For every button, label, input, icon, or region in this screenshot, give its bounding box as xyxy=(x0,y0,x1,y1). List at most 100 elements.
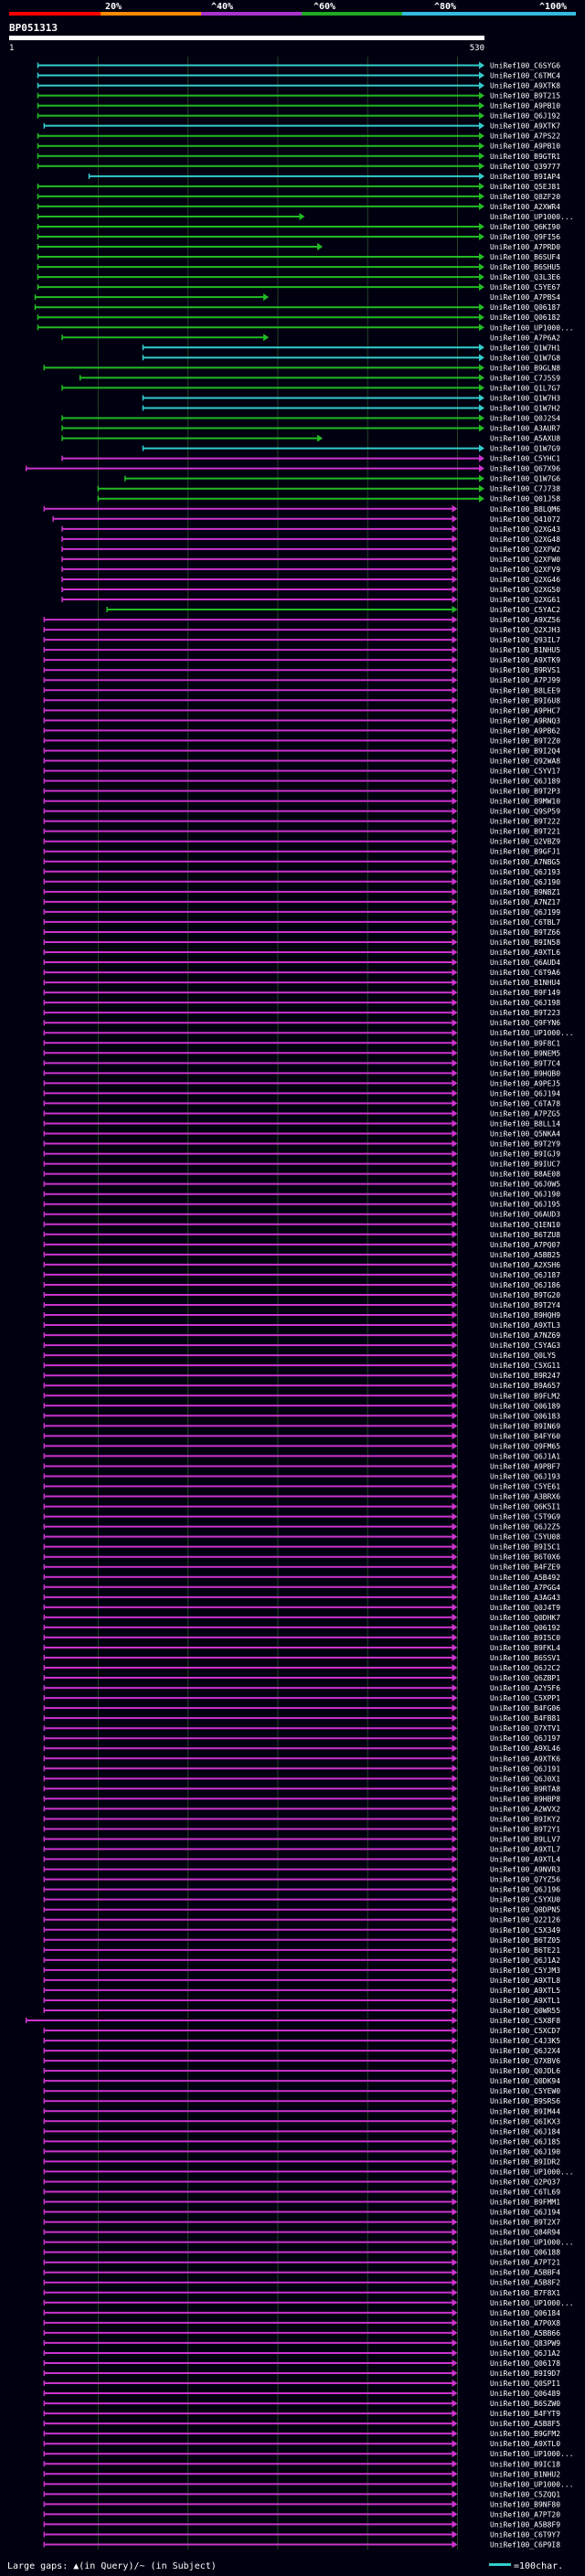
hit-label[interactable]: UniRef100_A9XTL3 xyxy=(490,1321,560,1330)
hit-label[interactable]: UniRef100_Q39777 xyxy=(490,163,560,171)
hit-row[interactable]: UniRef100_Q83PW9 xyxy=(43,2338,560,2348)
hit-row[interactable]: UniRef100_A7PBS4 xyxy=(34,293,561,302)
hit-label[interactable]: UniRef100_Q06183 xyxy=(490,1412,560,1420)
hit-label[interactable]: UniRef100_B6SUF4 xyxy=(490,253,560,261)
hit-row[interactable]: UniRef100_C5YE61 xyxy=(43,1482,560,1491)
hit-row[interactable]: UniRef100_Q6J186 xyxy=(43,1280,560,1289)
hit-row[interactable]: UniRef100_B9NBZ1 xyxy=(43,887,560,896)
hit-row[interactable]: UniRef100_B9FKL4 xyxy=(43,1643,560,1652)
hit-row[interactable]: UniRef100_C5XPP1 xyxy=(43,1694,560,1702)
hit-row[interactable]: UniRef100_Q6J185 xyxy=(43,2137,560,2146)
hit-label[interactable]: UniRef100_A7PBS4 xyxy=(490,293,560,302)
hit-row[interactable]: UniRef100_C4J3K5 xyxy=(43,2037,560,2045)
hit-label[interactable]: UniRef100_C5YE67 xyxy=(490,283,560,292)
hit-label[interactable]: UniRef100_Q6J193 xyxy=(490,868,560,876)
hit-row[interactable]: UniRef100_A9PB62 xyxy=(43,726,560,735)
hit-label[interactable]: UniRef100_A7NBG5 xyxy=(490,858,560,866)
hit-row[interactable]: UniRef100_C6TL69 xyxy=(43,2188,560,2196)
hit-row[interactable]: UniRef100_Q2VBZ9 xyxy=(43,837,560,846)
hit-row[interactable]: UniRef100_B9I6U8 xyxy=(43,696,560,705)
hit-row[interactable]: UniRef100_A5B8F9 xyxy=(43,2520,560,2528)
hit-row[interactable]: UniRef100_B9IDR2 xyxy=(43,2157,560,2166)
hit-row[interactable]: UniRef100_A5BB25 xyxy=(43,1250,560,1259)
hit-label[interactable]: UniRef100_Q41072 xyxy=(490,515,560,524)
hit-row[interactable]: UniRef100_Q67X96 xyxy=(25,464,561,473)
hit-row[interactable]: UniRef100_B9T7C4 xyxy=(43,1059,560,1067)
hit-label[interactable]: UniRef100_A9XTL5 xyxy=(490,1987,560,1995)
hit-label[interactable]: UniRef100_Q9FI56 xyxy=(490,233,560,241)
hit-row[interactable]: UniRef100_A9PB10 xyxy=(37,101,560,111)
hit-label[interactable]: UniRef100_C7J738 xyxy=(490,485,560,493)
hit-label[interactable]: UniRef100_Q2XFV9 xyxy=(490,566,560,574)
hit-label[interactable]: UniRef100_B9GFJ1 xyxy=(490,848,560,856)
hit-label[interactable]: UniRef100_A9XTL7 xyxy=(490,1846,560,1854)
hit-row[interactable]: UniRef100_UP1000... xyxy=(37,323,574,332)
hit-row[interactable]: UniRef100_B9R247 xyxy=(43,1372,560,1380)
hit-row[interactable]: UniRef100_B9T222 xyxy=(43,817,560,826)
hit-row[interactable]: UniRef100_A3AG43 xyxy=(43,1593,560,1602)
hit-label[interactable]: UniRef100_B9I2Q4 xyxy=(490,747,560,755)
hit-row[interactable]: UniRef100_Q06178 xyxy=(43,2359,560,2368)
hit-label[interactable]: UniRef100_B6SZW0 xyxy=(490,2400,560,2408)
hit-row[interactable]: UniRef100_A9XTL5 xyxy=(43,1986,560,1995)
hit-label[interactable]: UniRef100_A7PS22 xyxy=(490,133,560,141)
hit-label[interactable]: UniRef100_Q6J199 xyxy=(490,908,560,917)
hit-label[interactable]: UniRef100_B9SRS6 xyxy=(490,2097,560,2105)
hit-row[interactable]: UniRef100_Q6J1A1 xyxy=(43,1452,560,1460)
hit-row[interactable]: UniRef100_Q92WA8 xyxy=(43,757,560,765)
hit-label[interactable]: UniRef100_A3AG43 xyxy=(490,1594,560,1602)
hit-row[interactable]: UniRef100_C5X8F8 xyxy=(25,2017,561,2025)
hit-row[interactable]: UniRef100_A5BBF4 xyxy=(43,2268,560,2277)
hit-label[interactable]: UniRef100_C6SYG6 xyxy=(490,62,560,70)
hit-row[interactable]: UniRef100_Q6J190 xyxy=(43,1190,560,1199)
hit-row[interactable]: UniRef100_B9RTA8 xyxy=(43,1785,560,1793)
hit-row[interactable]: UniRef100_Q9SP59 xyxy=(43,807,560,816)
hit-row[interactable]: UniRef100_Q6J198 xyxy=(43,999,560,1007)
hit-label[interactable]: UniRef100_Q6J194 xyxy=(490,1089,560,1097)
hit-row[interactable]: UniRef100_B9A657 xyxy=(43,1382,560,1390)
hit-row[interactable]: UniRef100_Q2XFW2 xyxy=(61,545,560,554)
hit-row[interactable]: UniRef100_C7J5S9 xyxy=(79,374,561,382)
hit-row[interactable]: UniRef100_Q6J194 xyxy=(43,1089,560,1097)
hit-label[interactable]: UniRef100_C5X349 xyxy=(490,1926,560,1935)
hit-row[interactable]: UniRef100_C5YU08 xyxy=(43,1532,560,1542)
hit-label[interactable]: UniRef100_B9GLN8 xyxy=(490,364,560,372)
hit-row[interactable]: UniRef100_B1NHU2 xyxy=(43,2470,560,2478)
hit-label[interactable]: UniRef100_C5YE61 xyxy=(490,1483,560,1491)
hit-row[interactable]: UniRef100_B9LLV7 xyxy=(43,1835,560,1844)
hit-row[interactable]: UniRef100_A3BRX6 xyxy=(43,1492,560,1501)
hit-row[interactable]: UniRef100_C5YJM3 xyxy=(43,1966,560,1975)
hit-label[interactable]: UniRef100_A2XWR4 xyxy=(490,203,560,211)
hit-label[interactable]: UniRef100_B9F8C1 xyxy=(490,1039,560,1047)
hit-label[interactable]: UniRef100_A2Y5F6 xyxy=(490,1684,560,1692)
hit-row[interactable]: UniRef100_Q2XG46 xyxy=(61,575,560,584)
hit-row[interactable]: UniRef100_B9IC18 xyxy=(43,2460,560,2468)
hit-row[interactable]: UniRef100_B8LL14 xyxy=(43,1119,560,1128)
hit-row[interactable]: UniRef100_Q0JDL6 xyxy=(43,2067,560,2075)
hit-row[interactable]: UniRef100_B9HBP8 xyxy=(43,1795,560,1803)
hit-label[interactable]: UniRef100_B9IC18 xyxy=(490,2460,560,2468)
hit-label[interactable]: UniRef100_B9NF80 xyxy=(490,2500,560,2508)
hit-label[interactable]: UniRef100_UP1000... xyxy=(490,2239,574,2247)
hit-label[interactable]: UniRef100_C5YJM3 xyxy=(490,1966,560,1975)
hit-row[interactable]: UniRef100_A9XZ56 xyxy=(43,616,560,624)
hit-label[interactable]: UniRef100_Q2XJH3 xyxy=(490,626,560,634)
hit-row[interactable]: UniRef100_Q2XG61 xyxy=(61,596,560,604)
hit-label[interactable]: UniRef100_Q01J58 xyxy=(490,495,560,504)
hit-label[interactable]: UniRef100_A7NZ69 xyxy=(490,1331,560,1340)
hit-row[interactable]: UniRef100_B6SHU5 xyxy=(37,263,560,271)
hit-row[interactable]: UniRef100_B8AE08 xyxy=(43,1170,560,1179)
hit-row[interactable]: UniRef100_UP1000... xyxy=(43,2480,574,2488)
hit-row[interactable]: UniRef100_A9XTK7 xyxy=(43,122,560,131)
hit-label[interactable]: UniRef100_Q67X96 xyxy=(490,465,560,473)
hit-label[interactable]: UniRef100_C5YXU0 xyxy=(490,1896,560,1904)
hit-label[interactable]: UniRef100_B8LQM6 xyxy=(490,505,560,514)
hit-label[interactable]: UniRef100_Q06188 xyxy=(490,2249,560,2257)
hit-row[interactable]: UniRef100_Q1W7G8 xyxy=(142,354,560,362)
hit-row[interactable]: UniRef100_B9I5C1 xyxy=(43,1542,560,1552)
hit-label[interactable]: UniRef100_C5XPP1 xyxy=(490,1694,560,1702)
hit-label[interactable]: UniRef100_B9T215 xyxy=(490,92,560,101)
hit-row[interactable]: UniRef100_Q2XG50 xyxy=(61,585,560,594)
hit-label[interactable]: UniRef100_B9R247 xyxy=(490,1372,560,1380)
hit-row[interactable]: UniRef100_Q8ZF20 xyxy=(37,192,560,201)
